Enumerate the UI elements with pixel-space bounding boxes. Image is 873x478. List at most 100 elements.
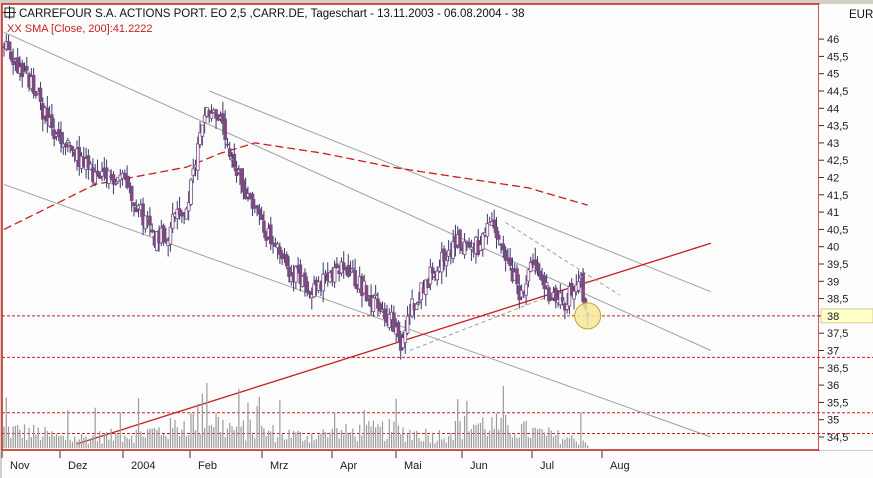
y-tick-label: 40,5	[827, 224, 848, 236]
volume-bar	[194, 430, 197, 448]
volume-bar	[90, 438, 92, 448]
y-tick-label: 38,5	[827, 294, 848, 306]
candle-body	[462, 241, 467, 256]
candle-body	[100, 171, 104, 177]
volume-bar	[391, 431, 393, 448]
volume-bar	[420, 441, 422, 448]
volume-bar	[466, 400, 468, 448]
volume-bar	[7, 426, 10, 448]
crosshair-icon[interactable]	[3, 6, 16, 19]
volume-bar	[181, 429, 183, 448]
candle-body	[565, 304, 569, 310]
candle-body	[191, 168, 196, 176]
volume-bar	[222, 419, 224, 448]
volume-bar	[108, 439, 110, 448]
volume-bar	[258, 396, 260, 448]
candle-body	[225, 143, 230, 146]
candle-body	[298, 264, 303, 285]
volume-bar	[525, 420, 527, 448]
sma-line	[3, 142, 588, 230]
y-tick-label: 42,5	[827, 155, 848, 167]
candle-body	[439, 251, 444, 273]
volume-bar	[375, 427, 377, 448]
volume-bar	[354, 436, 356, 448]
candle-body	[262, 220, 266, 233]
volume-bar	[178, 436, 181, 448]
volume-bar	[286, 439, 288, 448]
volume-bar	[452, 440, 454, 448]
volume-bar	[242, 420, 244, 448]
volume-bar	[26, 440, 28, 448]
volume-bar	[292, 430, 295, 448]
volume-bar	[331, 428, 333, 448]
candle-body	[227, 148, 232, 157]
volume-bar	[349, 432, 352, 448]
volume-bar	[402, 427, 404, 448]
volume-bar	[432, 432, 434, 448]
candle-body	[45, 107, 50, 122]
candle-body	[195, 143, 200, 171]
volume-bar	[58, 436, 60, 448]
candle-body	[200, 124, 205, 137]
volume-bar	[304, 439, 306, 448]
volume-bar	[404, 441, 406, 448]
volume-bar	[153, 427, 156, 448]
volume-bar	[249, 419, 251, 448]
volume-bar	[427, 435, 429, 448]
volume-bar	[210, 424, 213, 448]
volume-bar	[149, 428, 151, 448]
volume-bar	[359, 424, 361, 448]
candle-body	[50, 114, 54, 129]
candle-body	[515, 268, 519, 285]
volume-bar	[167, 438, 169, 448]
volume-bar	[413, 431, 415, 448]
volume-bar	[112, 440, 115, 448]
candle-body	[134, 207, 139, 213]
candle-body	[351, 267, 355, 270]
volume-bar	[135, 429, 137, 448]
volume-bar	[199, 433, 201, 448]
plot-area[interactable]	[1, 3, 820, 451]
volume-bar	[400, 434, 402, 448]
volume-bar	[507, 425, 509, 448]
volume-bar	[224, 437, 226, 448]
volume-bar	[283, 439, 286, 448]
candle-body	[93, 171, 98, 184]
volume-bar	[281, 433, 283, 448]
candle-body	[392, 312, 396, 332]
volume-bar	[468, 431, 470, 448]
currency-label: EUR	[849, 9, 873, 21]
volume-bar	[318, 434, 320, 448]
y-tick-label: 34,5	[827, 432, 848, 444]
candle-body	[538, 270, 542, 278]
candle-body	[335, 263, 339, 269]
volume-bar	[530, 437, 532, 448]
volume-bar	[324, 431, 327, 448]
volume-bar	[19, 429, 21, 448]
candle-body	[66, 140, 70, 144]
volume-bar	[429, 442, 431, 448]
candle-body	[22, 71, 27, 74]
candle-body	[321, 273, 325, 292]
volume-bar	[185, 436, 187, 448]
candle-body	[519, 289, 524, 298]
volume-bar	[327, 437, 329, 448]
volume-bar	[454, 420, 457, 448]
volume-bar	[459, 421, 461, 448]
volume-bar	[352, 428, 354, 448]
volume-bar	[363, 410, 365, 448]
volume-bar	[548, 427, 550, 448]
candle-body	[168, 226, 173, 245]
volume-bar	[575, 441, 577, 448]
y-tick-label: 43,5	[827, 121, 848, 133]
volume-bar	[267, 430, 270, 448]
candle-body	[567, 286, 572, 307]
volume-bar	[379, 426, 381, 448]
volume-bar	[495, 413, 498, 448]
volume-bar	[445, 442, 447, 448]
volume-bar	[546, 435, 548, 448]
volume-bar	[53, 435, 55, 448]
candle-body	[6, 41, 11, 51]
